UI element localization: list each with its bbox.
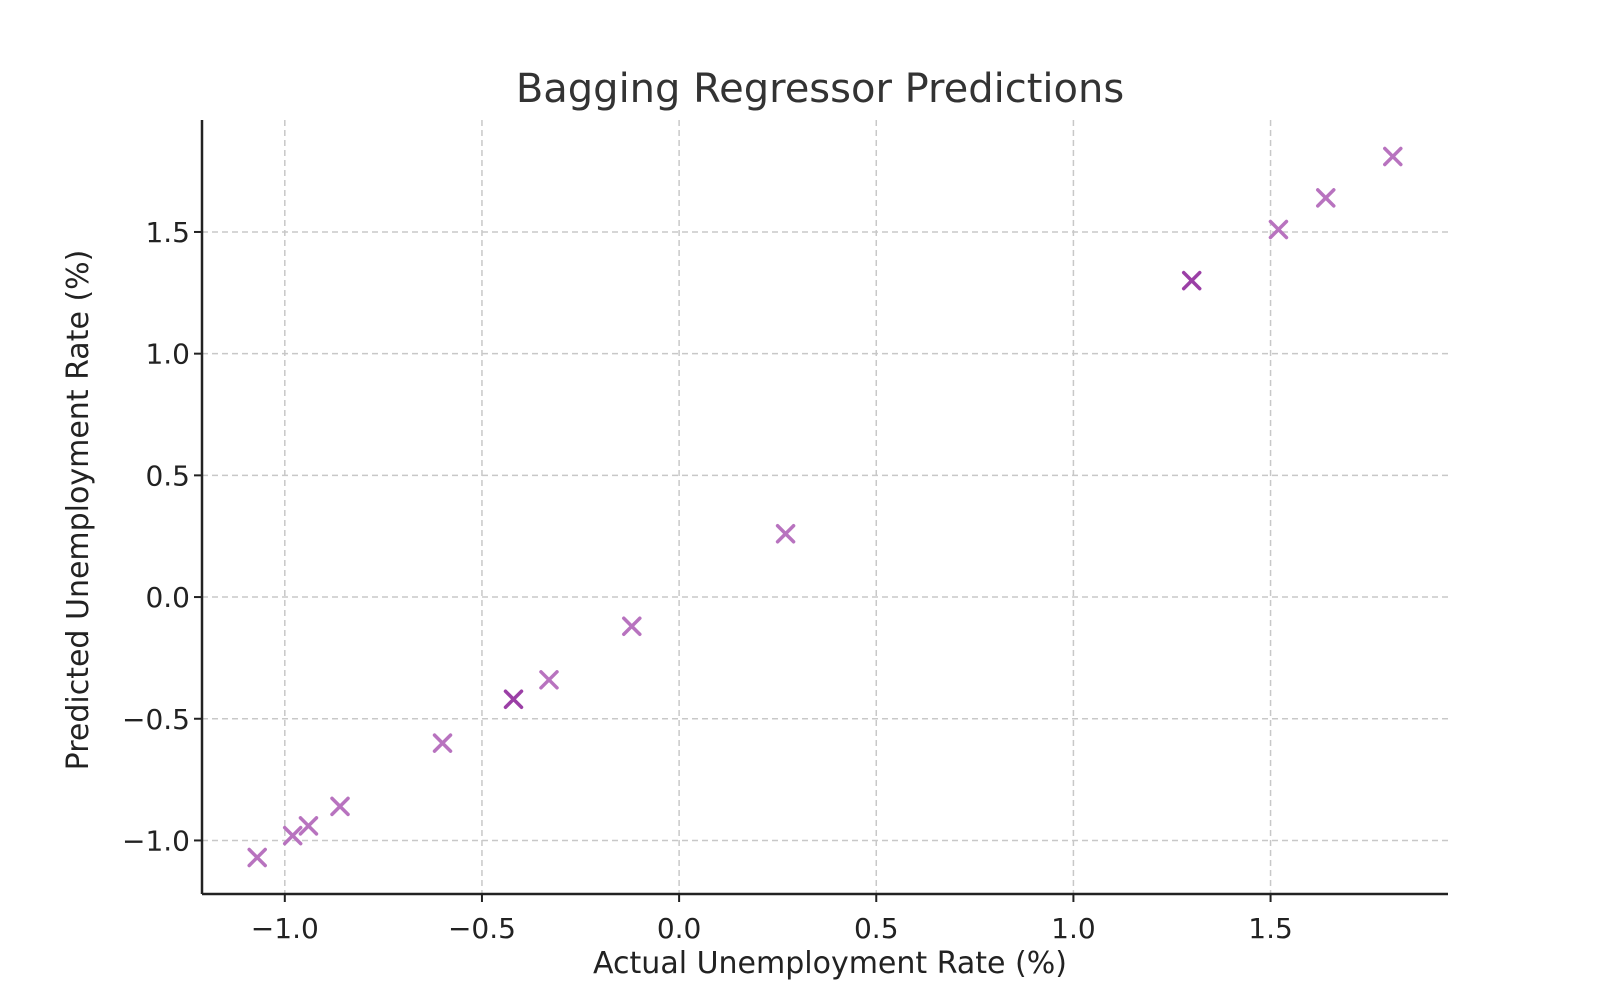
y-tick-label: 1.0 (145, 338, 190, 371)
x-axis-label: Actual Unemployment Rate (%) (593, 946, 1067, 981)
y-tick-label: −0.5 (122, 703, 190, 736)
x-tick-label: 1.5 (1248, 912, 1293, 945)
chart-title: Bagging Regressor Predictions (516, 66, 1124, 112)
data-point (1316, 188, 1336, 208)
y-tick-label: 1.5 (145, 216, 190, 249)
x-tick-label: 0.5 (854, 912, 899, 945)
data-points (247, 146, 1403, 868)
data-point (298, 816, 319, 836)
x-tick-label: −1.0 (251, 912, 319, 945)
data-point (247, 847, 267, 868)
y-tick-labels: −1.0 −0.5 0.0 0.5 1.0 1.5 (122, 216, 190, 857)
x-tick-label: −0.5 (448, 912, 516, 945)
data-point (622, 616, 642, 637)
data-point (1383, 146, 1403, 167)
data-point (539, 670, 559, 690)
data-point (330, 796, 350, 817)
x-tick-label: 1.0 (1051, 912, 1096, 945)
x-tick-label: 0.0 (657, 912, 702, 945)
axes (194, 120, 1448, 902)
data-point (282, 825, 303, 846)
y-tick-label: −1.0 (122, 824, 190, 857)
grid-lines (202, 120, 1448, 894)
x-tick-labels: −1.0 −0.5 0.0 0.5 1.0 1.5 (251, 912, 1293, 945)
data-point (432, 733, 453, 753)
data-point (1268, 219, 1289, 240)
y-tick-label: 0.0 (145, 581, 190, 614)
y-axis-label: Predicted Unemployment Rate (%) (61, 250, 96, 771)
y-tick-label: 0.5 (145, 459, 190, 492)
data-point (503, 689, 524, 710)
data-point (775, 524, 796, 544)
data-point (1181, 270, 1202, 291)
